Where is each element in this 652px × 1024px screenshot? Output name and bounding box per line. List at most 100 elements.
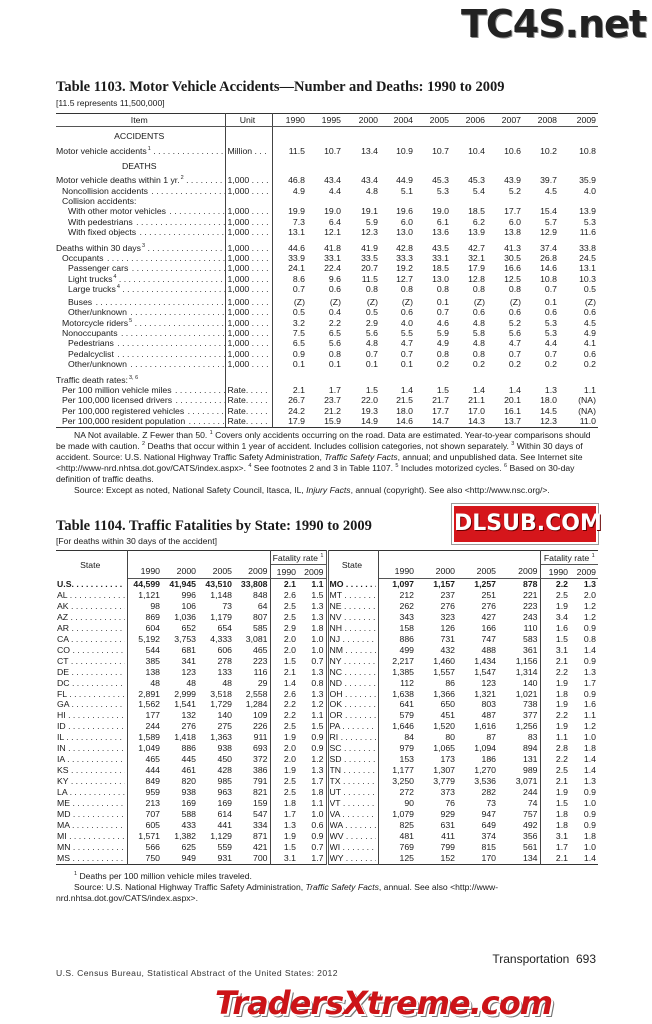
cell-value: 80 (445, 732, 455, 743)
cell-value: 444 (145, 765, 161, 776)
state-cell: CA (56, 633, 128, 645)
cell-value: 0.9 (583, 809, 596, 820)
cell-value: 878 (498, 578, 541, 590)
cell-value: 1.4 (583, 765, 596, 776)
row-label-text: Per 100 million vehicle miles (62, 384, 173, 395)
table-row: Large trucks41,000 . . . .0.70.60.80.80.… (56, 284, 598, 295)
row-label: DEATHS (56, 156, 226, 172)
cell-value: 12.9 (540, 227, 557, 238)
cell-value: 2.1 (555, 655, 568, 666)
cell-value: 1.4 (583, 644, 596, 655)
table-row: Pedestrians 1,000 . . . . 6.5 5.6 4.8 4.7 4.9 4… (56, 338, 598, 349)
cell-value: 886 (399, 633, 415, 644)
cell-value: 0.7 (365, 348, 378, 359)
fatality-rate-label: Fatality rate (272, 552, 318, 563)
cell-value: 450 (217, 754, 233, 765)
cell-value: 262 (399, 600, 415, 611)
cell-value: 0.9 (583, 819, 596, 830)
cell-value: 276 (181, 721, 197, 732)
header-year: 2009 (234, 564, 271, 579)
state-cell: HI (56, 710, 128, 722)
cell-value (415, 127, 451, 142)
cell-value: 1.9 (283, 732, 296, 743)
cell-value: 1,156 (498, 655, 541, 667)
cell-value: 0.1 (365, 359, 378, 370)
cell-value: 1.1 (583, 384, 596, 395)
state-cell: CT (56, 655, 128, 667)
cell-value: 6.1 (436, 216, 449, 227)
table-1104-title: Table 1104. Traffic Fatalities by State:… (56, 518, 372, 534)
cell-value: 996 (181, 589, 197, 600)
row-label-text: Motorcycle riders (62, 317, 130, 328)
cell-value: 18.0 (540, 395, 557, 406)
cell-value: 5.9 (436, 327, 449, 338)
cell-value: 1.8 (283, 798, 296, 809)
state-cell: ID (56, 721, 128, 733)
cell-value: 6.5 (328, 327, 341, 338)
row-label-text: Large trucks (68, 284, 117, 295)
cell-value: 1.7 (298, 776, 329, 788)
header-rate-year: 2009 (570, 564, 598, 579)
cell-value: 5.5 (400, 327, 413, 338)
state-name: AR (57, 623, 125, 634)
cell-value (272, 196, 307, 206)
row-label-text: Light trucks (68, 273, 114, 284)
cell-value: (Z) (509, 296, 521, 307)
cell-value: 1.8 (298, 622, 329, 634)
cell-value: 1.8 (583, 830, 596, 841)
cell-value: 19.9 (288, 206, 305, 217)
row-label-text: With pedestrians (68, 216, 134, 227)
state-name: MI (57, 831, 125, 842)
cell-value: 451 (440, 710, 456, 721)
state-name: SD (330, 754, 376, 765)
cell-value: 0.8 (508, 284, 521, 295)
cell-value: 13.4 (361, 146, 378, 157)
cell-value: 385 (145, 655, 161, 666)
cell-value: 159 (234, 798, 271, 810)
cell-value: 243 (498, 611, 541, 623)
state-name: NJ (330, 634, 376, 645)
state-name: MD (57, 809, 125, 820)
state-name: WV (330, 831, 376, 842)
cell-value: 43.4 (361, 175, 378, 186)
cell-value: 19.0 (324, 206, 341, 217)
cell-value: 1,562 (138, 699, 160, 710)
footnote-ref: 1 (591, 552, 595, 559)
table-row: Passenger cars 1,000 . . . . 24.1 22.4 20.7 1… (56, 263, 598, 274)
cell-value: 0.1 (328, 359, 341, 370)
state-name: VT (330, 798, 376, 809)
header-item: Item (56, 113, 226, 127)
state-cell: VT (327, 798, 379, 810)
cell-value: 12.3 (361, 227, 378, 238)
cell-value (380, 157, 415, 171)
cell-value (559, 157, 598, 171)
cell-value: 1,589 (138, 732, 160, 743)
row-label-text: Per 100,000 registered vehicles (62, 405, 186, 416)
cell-value: 2.1 (555, 852, 568, 863)
cell-value: 14.9 (361, 416, 378, 427)
row-unit: 1,000 . . . . (225, 263, 273, 274)
header-row: State Fatality rate 1 State Fatality rate 1 (56, 550, 598, 579)
row-unit: Rate. . . . . (225, 405, 273, 417)
footnote-text: 2 (142, 441, 146, 448)
cell-value: 37.4 (540, 242, 557, 253)
cell-value: 173 (440, 754, 456, 765)
cell-value: 106 (181, 600, 197, 611)
row-unit: 1,000 . . . . (225, 171, 273, 186)
cell-value: 46.8 (288, 175, 305, 186)
state-name: DE (57, 667, 125, 678)
cell-value: 166 (481, 622, 497, 633)
cell-value: 86 (445, 677, 455, 688)
cell-value (415, 196, 451, 206)
cell-value: 5.1 (400, 185, 413, 196)
watermark-logo-bottom: TradersXtreme.com (215, 984, 553, 1022)
cell-value: 652 (181, 622, 197, 633)
cell-value: 1,036 (174, 611, 196, 622)
header-unit: Unit (225, 113, 273, 127)
cell-value: 0.1 (292, 359, 305, 370)
row-unit (225, 126, 273, 142)
cell-value: 1,097 (392, 579, 414, 589)
cell-value: 894 (498, 743, 541, 755)
